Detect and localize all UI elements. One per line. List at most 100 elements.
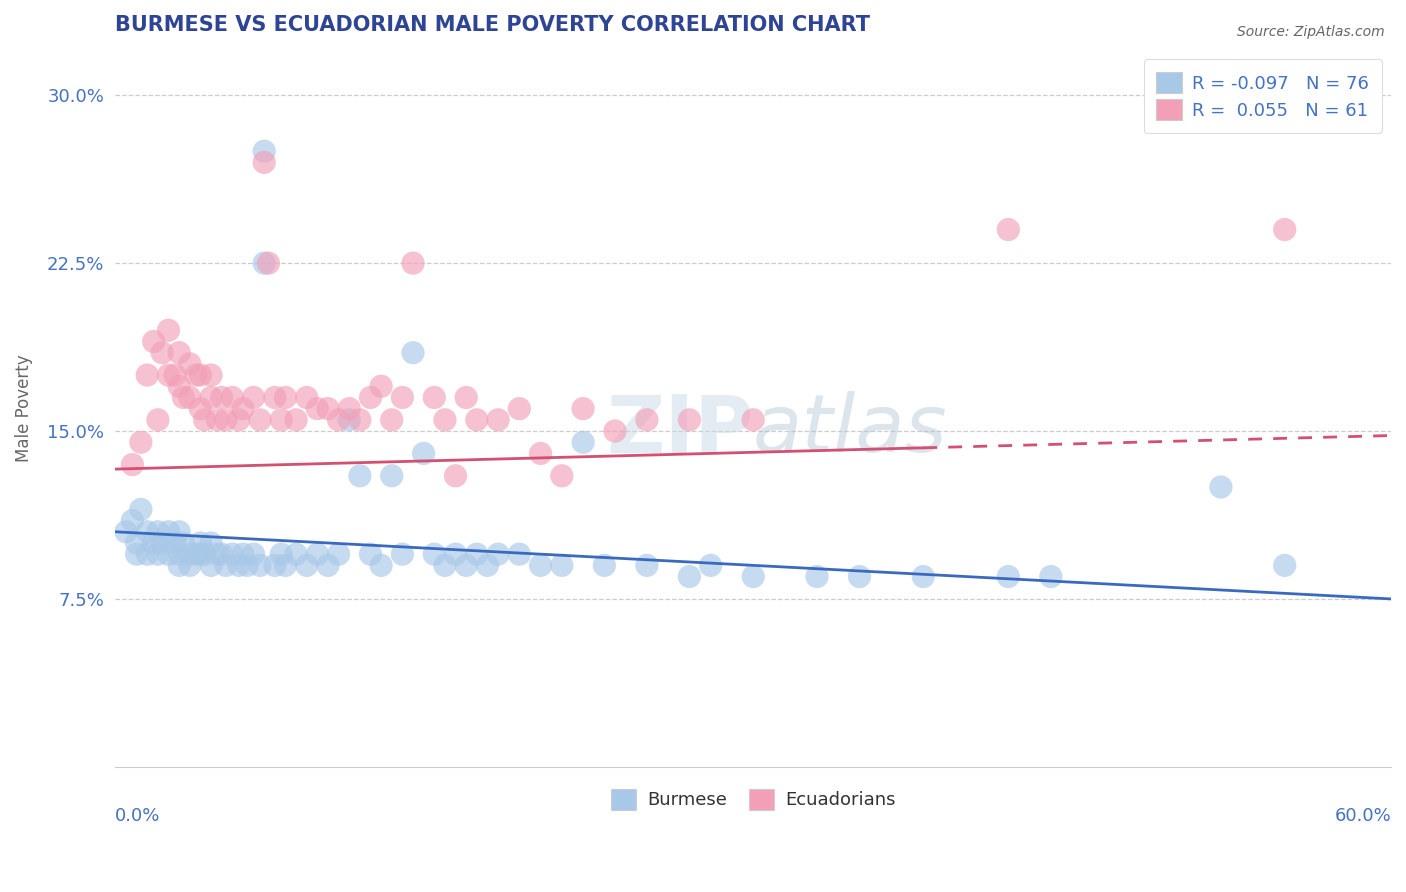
Point — [200, 536, 222, 550]
Point — [242, 547, 264, 561]
Point — [215, 413, 238, 427]
Point — [477, 558, 499, 573]
Point — [360, 547, 382, 561]
Point — [211, 391, 233, 405]
Point — [207, 413, 229, 427]
Point — [508, 401, 530, 416]
Point — [444, 468, 467, 483]
Point — [508, 547, 530, 561]
Point — [221, 547, 243, 561]
Point — [207, 547, 229, 561]
Point — [167, 345, 190, 359]
Point — [636, 413, 658, 427]
Point — [253, 144, 276, 158]
Point — [150, 536, 173, 550]
Point — [316, 558, 339, 573]
Point — [402, 256, 425, 270]
Point — [167, 379, 190, 393]
Point — [391, 391, 413, 405]
Point — [456, 391, 478, 405]
Point — [997, 222, 1019, 236]
Point — [232, 547, 254, 561]
Point — [142, 536, 165, 550]
Point — [337, 413, 360, 427]
Point — [190, 547, 212, 561]
Point — [381, 468, 404, 483]
Text: ZIP: ZIP — [606, 391, 754, 469]
Point — [242, 391, 264, 405]
Point — [253, 256, 276, 270]
Point — [465, 547, 488, 561]
Point — [136, 368, 159, 382]
Point — [328, 413, 350, 427]
Point — [1209, 480, 1232, 494]
Point — [270, 547, 292, 561]
Point — [848, 569, 870, 583]
Point — [465, 413, 488, 427]
Point — [146, 524, 169, 539]
Point — [285, 547, 308, 561]
Point — [186, 368, 208, 382]
Text: BURMESE VS ECUADORIAN MALE POVERTY CORRELATION CHART: BURMESE VS ECUADORIAN MALE POVERTY CORRE… — [115, 15, 870, 35]
Point — [228, 558, 250, 573]
Point — [349, 468, 371, 483]
Point — [167, 547, 190, 561]
Point — [215, 558, 238, 573]
Point — [444, 547, 467, 561]
Legend: Burmese, Ecuadorians: Burmese, Ecuadorians — [599, 776, 908, 822]
Point — [593, 558, 616, 573]
Point — [572, 401, 595, 416]
Point — [157, 323, 180, 337]
Point — [360, 391, 382, 405]
Point — [1274, 558, 1296, 573]
Point — [200, 391, 222, 405]
Point — [997, 569, 1019, 583]
Point — [190, 536, 212, 550]
Point — [228, 413, 250, 427]
Point — [146, 413, 169, 427]
Y-axis label: Male Poverty: Male Poverty — [15, 355, 32, 462]
Point — [115, 524, 138, 539]
Point — [179, 547, 201, 561]
Point — [190, 401, 212, 416]
Point — [172, 391, 194, 405]
Point — [232, 401, 254, 416]
Point — [402, 345, 425, 359]
Point — [249, 558, 271, 573]
Point — [806, 569, 828, 583]
Point — [551, 558, 574, 573]
Point — [194, 547, 217, 561]
Point — [129, 435, 152, 450]
Point — [295, 391, 318, 405]
Point — [253, 155, 276, 169]
Point — [257, 256, 280, 270]
Point — [307, 547, 329, 561]
Point — [249, 413, 271, 427]
Point — [391, 547, 413, 561]
Point — [157, 524, 180, 539]
Point — [157, 547, 180, 561]
Point — [551, 468, 574, 483]
Point — [370, 379, 392, 393]
Point — [221, 391, 243, 405]
Point — [163, 536, 186, 550]
Point — [129, 502, 152, 516]
Text: 0.0%: 0.0% — [115, 807, 160, 825]
Point — [142, 334, 165, 349]
Point — [486, 413, 509, 427]
Text: 60.0%: 60.0% — [1334, 807, 1391, 825]
Point — [678, 413, 700, 427]
Point — [1039, 569, 1062, 583]
Point — [200, 368, 222, 382]
Point — [157, 368, 180, 382]
Point — [136, 547, 159, 561]
Point — [742, 413, 765, 427]
Point — [263, 558, 285, 573]
Point — [236, 558, 259, 573]
Point — [316, 401, 339, 416]
Point — [603, 424, 626, 438]
Point — [190, 368, 212, 382]
Point — [186, 547, 208, 561]
Point — [167, 558, 190, 573]
Point — [200, 558, 222, 573]
